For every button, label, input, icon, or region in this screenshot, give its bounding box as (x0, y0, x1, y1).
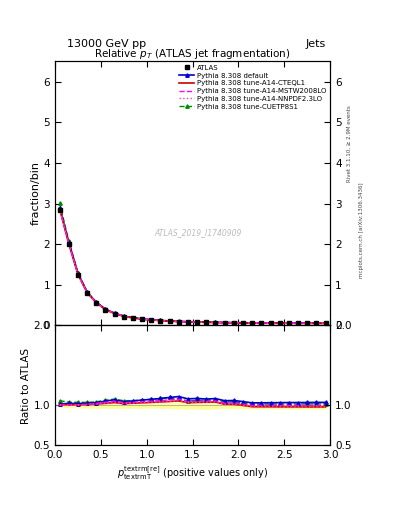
Text: ATLAS_2019_I1740909: ATLAS_2019_I1740909 (154, 228, 242, 238)
Text: Rivet 3.1.10, ≥ 2.9M events: Rivet 3.1.10, ≥ 2.9M events (347, 105, 352, 182)
Y-axis label: Ratio to ATLAS: Ratio to ATLAS (21, 347, 31, 423)
Legend: ATLAS, Pythia 8.308 default, Pythia 8.308 tune-A14-CTEQL1, Pythia 8.308 tune-A14: ATLAS, Pythia 8.308 default, Pythia 8.30… (177, 63, 329, 112)
Text: Jets: Jets (306, 38, 326, 49)
Title: Relative $p_T$ (ATLAS jet fragmentation): Relative $p_T$ (ATLAS jet fragmentation) (94, 47, 291, 61)
Y-axis label: fraction/bin: fraction/bin (31, 161, 41, 225)
X-axis label: $p_{\rm textrm{T}}^{\rm textrm{[re]}}$ (positive values only): $p_{\rm textrm{T}}^{\rm textrm{[re]}}$ (… (117, 464, 268, 482)
Text: 13000 GeV pp: 13000 GeV pp (67, 38, 146, 49)
Text: mcplots.cern.ch [arXiv:1306.3436]: mcplots.cern.ch [arXiv:1306.3436] (359, 183, 364, 278)
